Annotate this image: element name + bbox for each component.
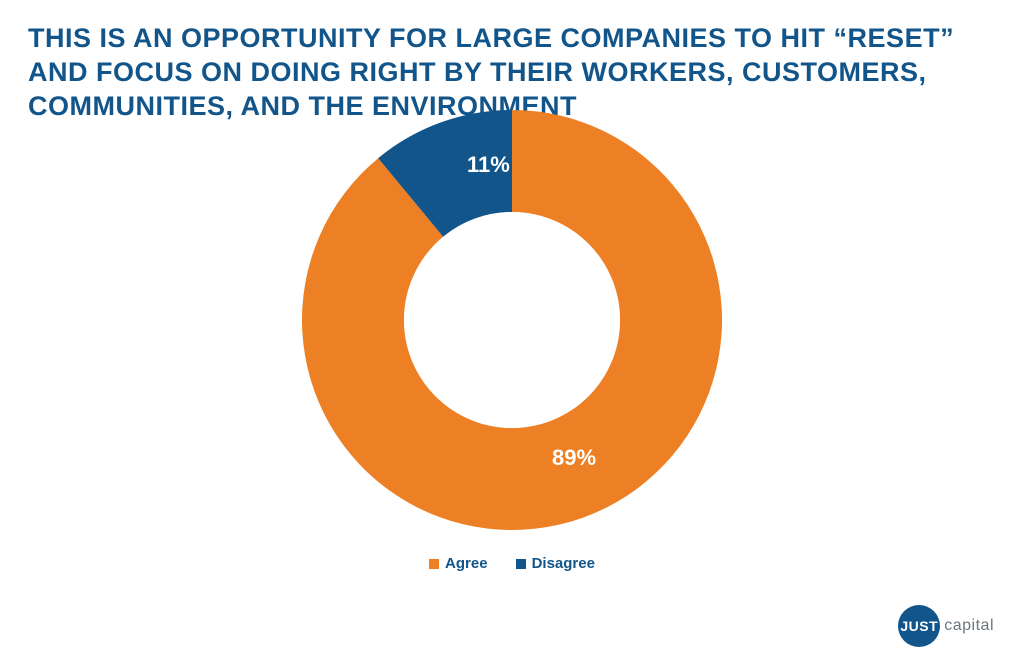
slice-value-label: 89% (552, 445, 596, 471)
legend-swatch (429, 559, 439, 569)
legend-item: Disagree (516, 555, 595, 572)
logo: JUST capital (898, 605, 994, 647)
donut-hole (404, 212, 620, 428)
chart-container: 89% 11% (0, 110, 1024, 530)
chart-title: THIS IS AN OPPORTUNITY FOR LARGE COMPANI… (28, 22, 996, 123)
legend-label: Disagree (532, 555, 595, 572)
logo-badge: JUST (898, 605, 940, 647)
legend-swatch (516, 559, 526, 569)
legend-item: Agree (429, 555, 488, 572)
legend-label: Agree (445, 555, 488, 572)
donut-svg (302, 110, 722, 530)
logo-word: capital (944, 617, 994, 635)
donut-chart: 89% 11% (302, 110, 722, 530)
slice-value-label: 11% (467, 152, 510, 178)
legend: Agree Disagree (0, 555, 1024, 572)
